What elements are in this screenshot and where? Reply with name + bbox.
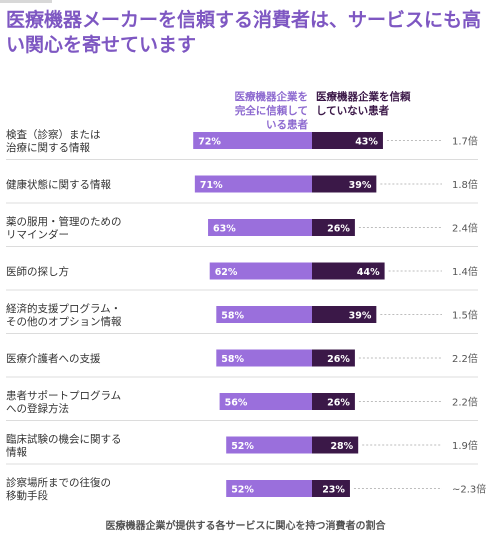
bar-distrusting [312,175,377,193]
bar-label-distrusting: 26% [327,398,350,409]
category-label: 医療介護者への支援 [6,352,101,365]
bar-distrusting [312,480,350,497]
bar-trusting [208,219,312,236]
bar-label-trusting: 62% [215,267,238,278]
bar-distrusting [312,262,385,280]
category-label: 検査（診察）または治療に関する情報 [6,128,101,154]
ratio-label: 2.2倍 [452,352,478,365]
category-label: 患者サポートプログラムへの登録方法 [6,389,121,415]
category-label: 薬の服用・管理のためのリマインダー [6,215,122,241]
chart-caption: 医療機器企業が提供する各サービスに関心を持つ消費者の割合 [105,521,386,532]
bar-label-distrusting: 28% [330,441,353,452]
category-label: 健康状態に関する情報 [6,178,111,191]
bar-distrusting [312,349,355,367]
bar-distrusting [312,436,359,454]
ratio-label: ~2.3倍 [452,483,486,496]
bar-trusting [226,436,312,454]
ratio-label: 1.8倍 [452,178,478,191]
ratio-label: 1.9倍 [452,439,478,452]
bar-label-distrusting: 39% [349,311,372,322]
bar-label-trusting: 58% [221,311,244,322]
bar-label-distrusting: 26% [327,354,350,365]
bar-trusting [209,262,312,280]
bar-label-distrusting: 26% [327,224,350,235]
bar-trusting [216,349,312,367]
bar-trusting [226,480,312,497]
bar-distrusting [312,306,377,323]
legend-distrusting: 医療機器企業を信頼していない患者 [316,91,411,117]
bar-label-distrusting: 23% [322,485,345,496]
top-accent-rule [0,0,52,3]
bar-label-trusting: 71% [200,180,223,191]
bar-trusting [219,393,312,410]
bar-distrusting [312,132,383,149]
bar-label-trusting: 52% [231,441,254,452]
bar-label-trusting: 63% [213,224,236,235]
bar-label-trusting: 56% [225,398,248,409]
ratio-label: 2.4倍 [452,222,478,235]
bar-distrusting [312,219,355,236]
bar-trusting [194,175,312,193]
ratio-label: 1.4倍 [452,265,478,278]
category-label: 診察場所までの往復の移動手段 [6,476,111,502]
category-label: 医師の探し方 [6,265,69,278]
bar-label-distrusting: 39% [349,180,372,191]
bar-distrusting [312,393,355,410]
category-label: 経済的支援プログラム・その他のオプション情報 [6,302,122,328]
bar-trusting [193,132,312,149]
ratio-label: 1.5倍 [452,309,478,322]
ratio-label: 2.2倍 [452,396,478,409]
category-label: 臨床試験の機会に関する情報 [6,433,122,459]
bar-label-distrusting: 43% [355,137,378,148]
legend-trusting: 医療機器企業を完全に信頼している患者 [234,91,309,131]
bar-label-trusting: 52% [231,485,254,496]
bar-trusting [216,306,312,323]
ratio-label: 1.7倍 [452,135,478,148]
bar-label-trusting: 58% [221,354,244,365]
bar-label-trusting: 72% [198,137,221,148]
bar-label-distrusting: 44% [357,267,380,278]
chart-title: 医療機器メーカーを信頼する消費者は、サービスにも高い関心を寄せています [6,9,482,56]
